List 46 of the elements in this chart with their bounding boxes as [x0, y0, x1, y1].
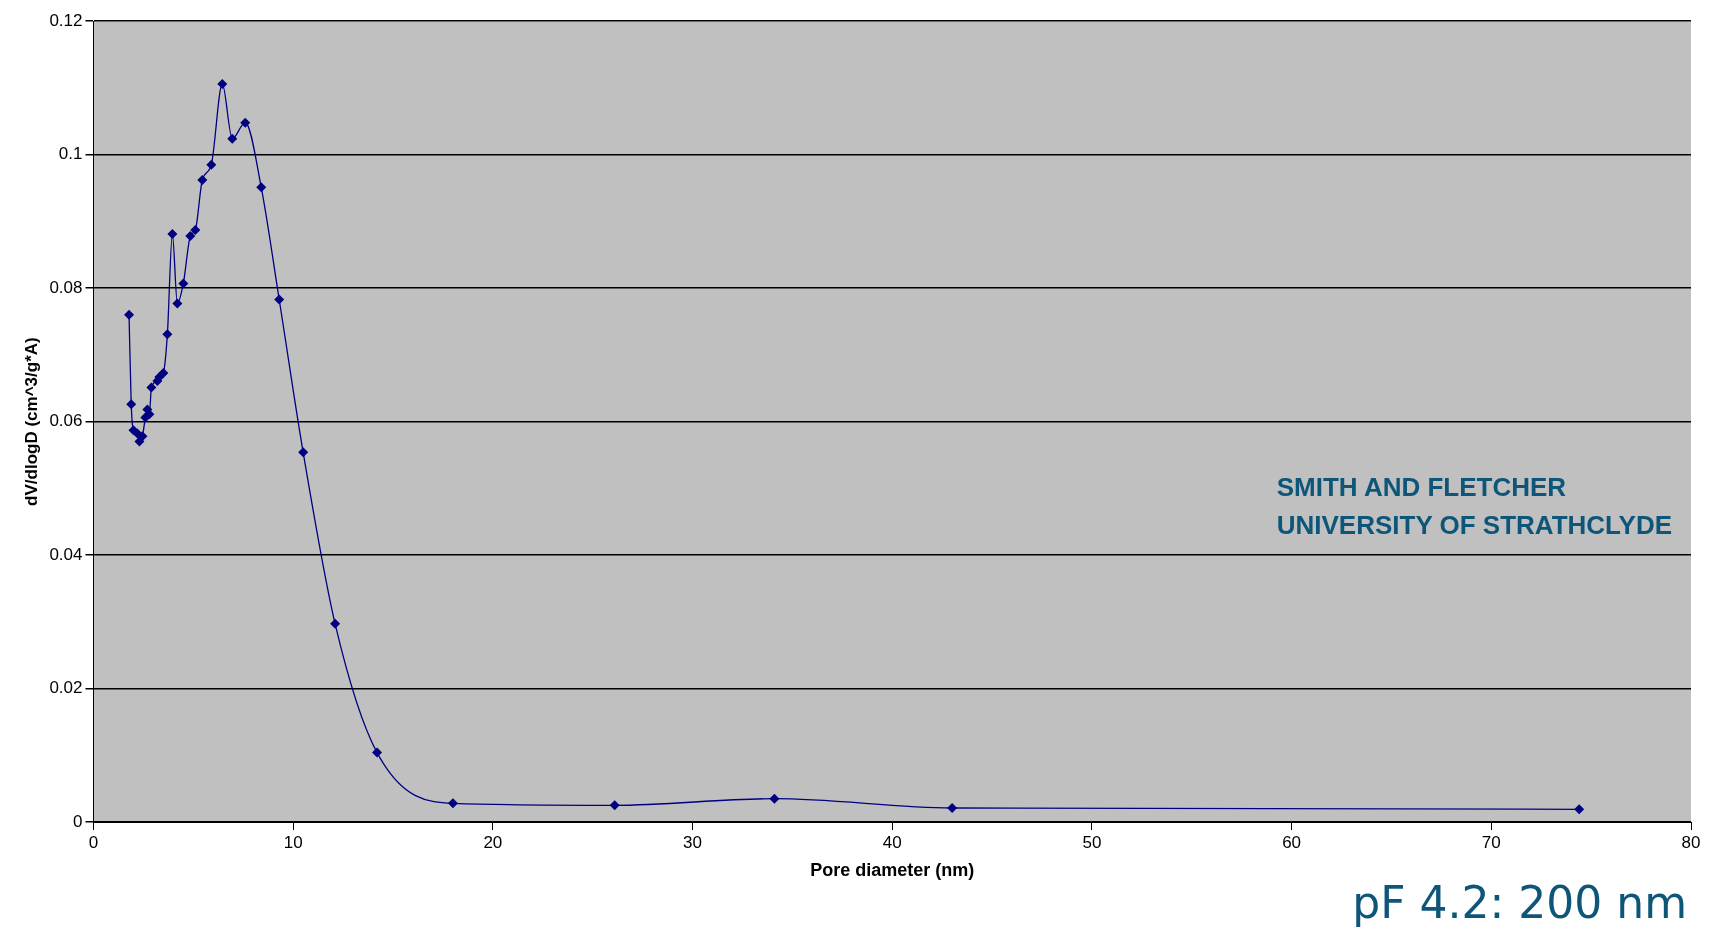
- x-tick-label: 70: [1481, 832, 1501, 852]
- point: [185, 231, 196, 242]
- x-tick-label: 60: [1282, 832, 1302, 852]
- point: [217, 78, 228, 89]
- point: [227, 133, 238, 144]
- point: [146, 382, 157, 393]
- x-tick-label: 0: [88, 832, 99, 852]
- point: [609, 800, 620, 811]
- point: [947, 802, 958, 813]
- y-tick-label: 0.06: [49, 411, 83, 431]
- y-axis-title: dV/dlogD (cm^3/g*A): [21, 337, 41, 506]
- point: [126, 399, 137, 410]
- point: [206, 159, 217, 170]
- point: [172, 298, 183, 309]
- point: [124, 309, 135, 320]
- point: [167, 229, 178, 240]
- x-tick-label: 40: [882, 832, 902, 852]
- y-tick-label: 0.08: [49, 277, 83, 297]
- point: [447, 798, 458, 809]
- point: [240, 117, 251, 128]
- x-tick-label: 20: [483, 832, 503, 852]
- y-tick-label: 0.12: [49, 10, 83, 30]
- text: pF 4.2: 200 nm: [1352, 877, 1687, 928]
- x-tick-label: 30: [683, 832, 703, 852]
- point: [190, 225, 201, 236]
- x-tick-label: 10: [283, 832, 303, 852]
- point: [372, 747, 383, 758]
- point: [256, 182, 267, 193]
- annotation: UNIVERSITY OF STRATHCLYDE: [1276, 510, 1673, 541]
- point: [274, 294, 285, 305]
- x-tick-label: 80: [1681, 832, 1701, 852]
- y-tick-label: 0.04: [49, 544, 83, 564]
- point: [162, 329, 173, 340]
- point: [330, 618, 341, 629]
- y-tick-label: 0.02: [49, 678, 83, 698]
- point: [1574, 804, 1585, 815]
- point: [298, 447, 309, 458]
- x-tick-label: 50: [1082, 832, 1102, 852]
- annotation: SMITH AND FLETCHER: [1276, 472, 1567, 503]
- y-tick-label: 0: [73, 811, 83, 831]
- y-tick-label: 0.1: [58, 144, 83, 164]
- point: [769, 793, 780, 804]
- point: [158, 367, 169, 378]
- point: [178, 278, 189, 289]
- point: [197, 175, 208, 186]
- x-axis-title: Pore diameter (nm): [810, 860, 975, 881]
